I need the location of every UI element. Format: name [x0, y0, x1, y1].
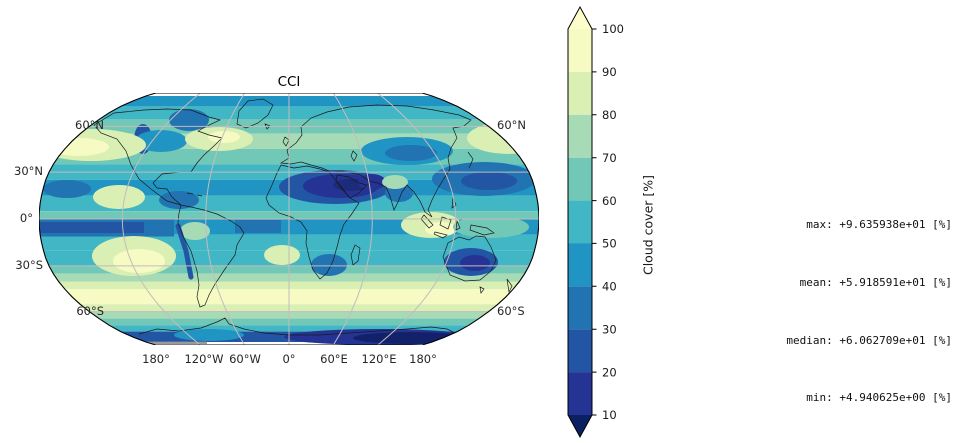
stat-line-median: median: +6.062709e+01 [%] [786, 333, 952, 347]
colorbar-segment-10-20 [568, 372, 592, 415]
lon-label-60e: 60°E [320, 352, 348, 366]
stat-line-min: min: +4.940625e+00 [%] [806, 391, 952, 405]
lat-label-60s-right: 60°S [497, 304, 525, 318]
colorbar-under-arrow [568, 415, 592, 437]
stat-line-mean: mean: +5.918591e+01 [%] [799, 276, 952, 290]
colorbar-segment-30-40 [568, 286, 592, 330]
colorbar-segment-80-90 [568, 71, 592, 115]
colorbar-segment-60-70 [568, 157, 592, 201]
lon-label-120w: 120°W [184, 352, 224, 366]
colorbar-segment-50-60 [568, 200, 592, 244]
colorbar-tick-20: 20 [602, 365, 617, 379]
world-map [39, 93, 539, 345]
colorbar-tick-100: 100 [602, 22, 624, 36]
lat-label-0-left: 0° [19, 211, 33, 225]
stat-line-max: max: +9.635938e+01 [%] [806, 218, 952, 232]
lat-label-60n-right: 60°N [497, 118, 526, 132]
colorbar-segment-90-100 [568, 29, 592, 72]
colorbar-segment-40-50 [568, 243, 592, 287]
lon-label-0: 0° [282, 352, 296, 366]
map-outline [39, 93, 539, 345]
lat-label-30s-left: 30°S [15, 258, 43, 272]
colorbar: 100 90 80 70 60 50 40 30 20 10 [567, 5, 624, 439]
lat-label-60n-left: 60°N [75, 118, 104, 132]
colorbar-tick-30: 30 [602, 322, 617, 336]
lon-label-180w: 180° [142, 352, 170, 366]
lon-label-60w: 60°W [229, 352, 261, 366]
lon-label-120e: 120°E [361, 352, 397, 366]
colorbar-tick-80: 80 [602, 108, 617, 122]
colorbar-tick-50: 50 [602, 237, 617, 251]
colorbar-tick-marks [592, 28, 597, 416]
graticule [39, 93, 539, 345]
colorbar-over-arrow [568, 7, 592, 29]
lon-label-180e: 180° [409, 352, 437, 366]
colorbar-tick-40: 40 [602, 280, 617, 294]
colorbar-tick-60: 60 [602, 194, 617, 208]
colorbar-segment-20-30 [568, 329, 592, 373]
colorbar-tick-70: 70 [602, 151, 617, 165]
colorbar-tick-90: 90 [602, 65, 617, 79]
colorbar-segment-70-80 [568, 114, 592, 158]
stats-block: max: +9.635938e+01 [%] mean: +5.918591e+… [652, 177, 952, 443]
lat-label-30n-left: 30°N [14, 164, 43, 178]
colorbar-tick-10: 10 [602, 408, 617, 422]
lat-label-60s-left: 60°S [76, 304, 104, 318]
map-title: CCI [277, 74, 301, 90]
